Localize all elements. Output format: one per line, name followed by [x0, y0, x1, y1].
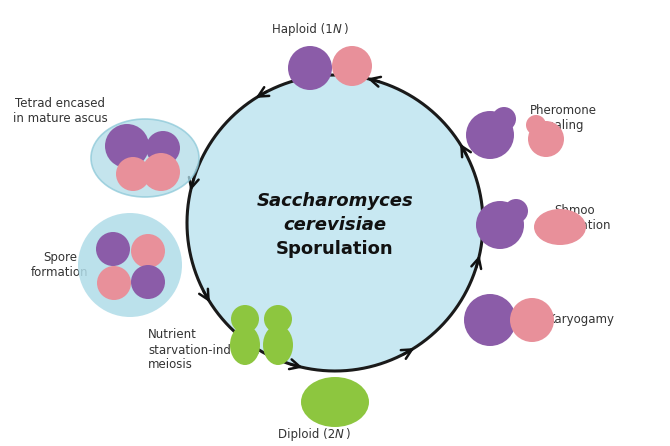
Circle shape	[105, 124, 149, 168]
Circle shape	[131, 265, 165, 299]
Text: Diploid (2: Diploid (2	[278, 428, 335, 441]
Circle shape	[288, 46, 332, 90]
Circle shape	[142, 153, 180, 191]
Circle shape	[492, 107, 516, 131]
Ellipse shape	[301, 377, 369, 427]
Text: ): )	[343, 23, 348, 36]
Text: cerevisiae: cerevisiae	[283, 216, 387, 234]
Circle shape	[131, 234, 165, 268]
Text: Haploid (1: Haploid (1	[272, 23, 333, 36]
Ellipse shape	[263, 325, 293, 365]
Text: Saccharomyces: Saccharomyces	[257, 192, 413, 210]
Ellipse shape	[534, 209, 586, 245]
Circle shape	[96, 232, 130, 266]
Circle shape	[332, 46, 372, 86]
Text: Tetrad encased
in mature ascus: Tetrad encased in mature ascus	[13, 97, 107, 125]
Text: Sporulation: Sporulation	[276, 240, 394, 258]
Text: Spore
formation: Spore formation	[31, 251, 88, 279]
Text: Pheromone
signaling: Pheromone signaling	[530, 104, 597, 132]
Circle shape	[78, 213, 182, 317]
Text: N: N	[333, 23, 342, 36]
Circle shape	[116, 157, 150, 191]
Circle shape	[146, 131, 180, 165]
Circle shape	[464, 294, 516, 346]
Ellipse shape	[91, 119, 199, 197]
Circle shape	[476, 201, 524, 249]
Circle shape	[466, 111, 514, 159]
Circle shape	[528, 121, 564, 157]
Text: Karyogamy: Karyogamy	[548, 314, 615, 326]
Circle shape	[526, 115, 546, 135]
Circle shape	[187, 75, 483, 371]
Circle shape	[264, 305, 292, 333]
Text: Shmoo
formation: Shmoo formation	[554, 204, 612, 232]
Text: ): )	[345, 428, 350, 441]
Circle shape	[510, 298, 554, 342]
Text: N: N	[335, 428, 344, 441]
Circle shape	[231, 305, 259, 333]
Text: Nutrient
starvation-induced
meiosis: Nutrient starvation-induced meiosis	[148, 329, 259, 372]
Ellipse shape	[230, 325, 260, 365]
Circle shape	[504, 199, 528, 223]
Circle shape	[97, 266, 131, 300]
